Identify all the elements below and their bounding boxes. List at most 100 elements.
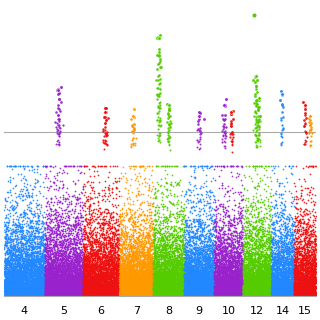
Point: [303, 279, 308, 284]
Point: [178, 257, 183, 262]
Point: [71, 267, 76, 272]
Point: [181, 212, 186, 217]
Point: [143, 293, 148, 298]
Point: [103, 194, 108, 199]
Point: [205, 288, 210, 293]
Point: [274, 288, 279, 293]
Point: [52, 270, 57, 276]
Point: [312, 280, 317, 285]
Point: [226, 242, 231, 247]
Point: [124, 262, 129, 267]
Point: [232, 291, 237, 296]
Point: [172, 272, 177, 277]
Point: [36, 217, 41, 222]
Point: [303, 288, 308, 293]
Point: [204, 286, 209, 291]
Point: [115, 291, 120, 296]
Point: [262, 292, 268, 298]
Point: [28, 270, 33, 276]
Point: [4, 257, 10, 262]
Point: [83, 257, 88, 262]
Point: [147, 195, 152, 200]
Point: [107, 274, 112, 279]
Point: [159, 267, 164, 272]
Point: [24, 268, 29, 273]
Point: [88, 281, 93, 286]
Point: [10, 269, 15, 274]
Point: [69, 275, 75, 280]
Point: [271, 247, 276, 252]
Point: [140, 284, 145, 289]
Point: [274, 249, 279, 254]
Point: [93, 265, 98, 270]
Point: [76, 291, 81, 296]
Point: [72, 249, 77, 254]
Point: [289, 292, 294, 297]
Point: [183, 249, 188, 254]
Point: [224, 293, 229, 298]
Point: [265, 292, 270, 297]
Point: [244, 275, 249, 280]
Point: [164, 237, 169, 242]
Point: [267, 287, 272, 292]
Point: [162, 275, 167, 280]
Point: [110, 252, 115, 257]
Point: [25, 261, 30, 266]
Point: [21, 225, 26, 230]
Point: [56, 112, 61, 117]
Point: [88, 265, 93, 270]
Point: [115, 293, 120, 298]
Point: [20, 287, 25, 292]
Point: [302, 258, 307, 263]
Point: [313, 263, 318, 268]
Point: [22, 274, 28, 279]
Point: [211, 291, 216, 296]
Point: [280, 290, 285, 295]
Point: [84, 264, 89, 269]
Point: [216, 283, 221, 288]
Point: [76, 287, 81, 292]
Point: [249, 285, 254, 290]
Point: [62, 285, 67, 291]
Point: [235, 281, 240, 286]
Point: [213, 275, 218, 280]
Point: [191, 232, 196, 237]
Point: [261, 261, 267, 266]
Point: [37, 234, 43, 239]
Point: [101, 218, 107, 223]
Point: [105, 293, 110, 298]
Point: [103, 286, 108, 291]
Point: [67, 281, 72, 286]
Point: [189, 256, 195, 261]
Point: [133, 285, 138, 290]
Point: [16, 283, 21, 288]
Point: [150, 282, 155, 287]
Point: [180, 270, 186, 276]
Point: [175, 293, 180, 298]
Point: [192, 269, 197, 275]
Point: [78, 282, 84, 287]
Point: [205, 270, 210, 275]
Point: [267, 267, 272, 272]
Point: [81, 291, 86, 296]
Point: [127, 281, 132, 286]
Point: [19, 288, 24, 293]
Point: [134, 286, 139, 291]
Point: [57, 292, 62, 297]
Point: [217, 289, 222, 294]
Point: [302, 264, 307, 269]
Point: [44, 284, 50, 289]
Point: [113, 283, 118, 288]
Point: [62, 236, 67, 242]
Point: [8, 248, 13, 253]
Point: [252, 264, 258, 269]
Point: [55, 228, 60, 233]
Point: [288, 266, 293, 271]
Point: [87, 279, 92, 284]
Point: [175, 255, 180, 260]
Point: [93, 286, 98, 292]
Point: [214, 280, 219, 285]
Point: [222, 284, 227, 289]
Point: [72, 163, 77, 168]
Point: [119, 291, 124, 296]
